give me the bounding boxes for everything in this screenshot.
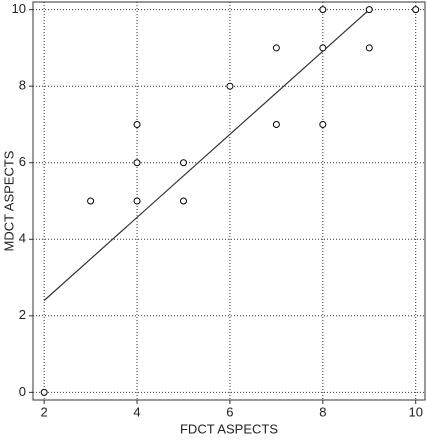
x-axis-label: FDCT ASPECTS — [180, 421, 278, 436]
data-point — [87, 197, 95, 205]
data-point — [319, 120, 327, 128]
y-tick-label: 4 — [19, 231, 26, 246]
data-point — [272, 120, 280, 128]
data-point — [272, 44, 280, 52]
data-point — [179, 159, 187, 167]
x-tick-label: 8 — [319, 404, 326, 419]
y-tick-label: 0 — [19, 384, 26, 399]
y-axis-label: MDCT ASPECTS — [1, 150, 16, 251]
data-point — [319, 6, 327, 14]
data-point — [133, 120, 141, 128]
fit-line — [43, 9, 370, 301]
y-tick-label: 8 — [19, 78, 26, 93]
plot-frame — [32, 1, 426, 401]
data-point — [179, 197, 187, 205]
x-tick-label: 4 — [133, 404, 140, 419]
data-point — [365, 6, 373, 14]
data-point — [133, 159, 141, 167]
x-tick-label: 6 — [226, 404, 233, 419]
data-point — [133, 197, 141, 205]
data-point — [412, 6, 420, 14]
data-point — [40, 388, 48, 396]
y-tick-label: 2 — [19, 307, 26, 322]
y-tick-label: 6 — [19, 154, 26, 169]
data-point — [365, 44, 373, 52]
y-tick-label: 10 — [12, 1, 26, 16]
x-tick-label: 10 — [408, 404, 422, 419]
data-point — [226, 82, 234, 90]
x-tick-label: 2 — [41, 404, 48, 419]
data-point — [319, 44, 327, 52]
